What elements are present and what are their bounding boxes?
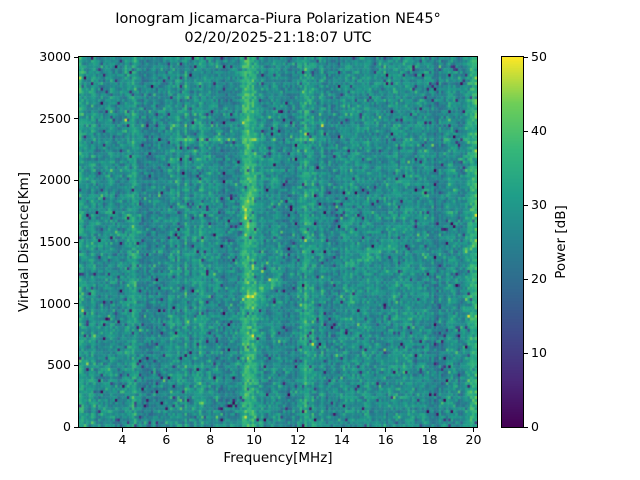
x-tick-mark bbox=[297, 428, 299, 432]
y-tick-label: 0 bbox=[63, 419, 71, 434]
colorbar-tick-mark bbox=[524, 426, 528, 428]
y-tick-mark bbox=[74, 426, 78, 428]
y-tick-mark bbox=[74, 303, 78, 305]
ionogram-heatmap bbox=[79, 57, 477, 427]
figure-title: Ionogram Jicamarca-Piura Polarization NE… bbox=[79, 10, 477, 48]
y-tick-label: 2000 bbox=[39, 172, 71, 188]
x-tick-mark bbox=[253, 428, 255, 432]
x-tick-label: 6 bbox=[162, 432, 171, 447]
x-tick-label: 20 bbox=[465, 432, 482, 447]
colorbar-tick-mark bbox=[524, 278, 528, 280]
x-tick-label: 4 bbox=[118, 432, 127, 447]
colorbar-gradient bbox=[502, 57, 523, 427]
x-tick-label: 16 bbox=[377, 432, 394, 447]
colorbar-tick-mark bbox=[524, 56, 528, 58]
colorbar-tick-label: 0 bbox=[531, 419, 539, 434]
y-tick-mark bbox=[74, 364, 78, 366]
x-tick-label: 8 bbox=[206, 432, 215, 447]
colorbar-tick-label: 10 bbox=[531, 345, 547, 360]
x-tick-mark bbox=[429, 428, 431, 432]
x-tick-label: 12 bbox=[290, 432, 306, 447]
y-tick-label: 2500 bbox=[39, 110, 71, 126]
y-tick-label: 1500 bbox=[39, 234, 71, 249]
title-line-1: Ionogram Jicamarca-Piura Polarization NE… bbox=[115, 11, 441, 27]
y-tick-mark bbox=[74, 179, 78, 181]
title-line-2: 02/20/2025-21:18:07 UTC bbox=[184, 30, 372, 46]
x-tick-mark bbox=[165, 428, 167, 432]
x-tick-mark bbox=[472, 428, 474, 432]
colorbar-tick-label: 30 bbox=[531, 197, 547, 212]
colorbar-tick-label: 50 bbox=[531, 49, 547, 64]
colorbar-tick-mark bbox=[524, 204, 528, 206]
x-tick-label: 18 bbox=[421, 432, 438, 447]
x-tick-label: 14 bbox=[333, 432, 350, 447]
colorbar-label: Power [dB] bbox=[553, 205, 569, 279]
x-tick-mark bbox=[385, 428, 387, 432]
colorbar-tick-label: 20 bbox=[531, 271, 547, 286]
x-axis-label: Frequency[MHz] bbox=[223, 450, 333, 466]
x-tick-label: 10 bbox=[246, 432, 263, 447]
x-tick-mark bbox=[341, 428, 343, 432]
y-tick-mark bbox=[74, 241, 78, 243]
y-tick-mark bbox=[74, 56, 78, 58]
y-tick-mark bbox=[74, 118, 78, 120]
x-tick-mark bbox=[121, 428, 123, 432]
y-tick-label: 500 bbox=[47, 357, 71, 373]
y-tick-label: 1000 bbox=[39, 295, 71, 311]
x-tick-mark bbox=[209, 428, 211, 432]
y-tick-label: 3000 bbox=[39, 49, 71, 64]
colorbar-tick-label: 40 bbox=[531, 123, 547, 138]
colorbar-tick-mark bbox=[524, 352, 528, 354]
colorbar-tick-mark bbox=[524, 130, 528, 132]
